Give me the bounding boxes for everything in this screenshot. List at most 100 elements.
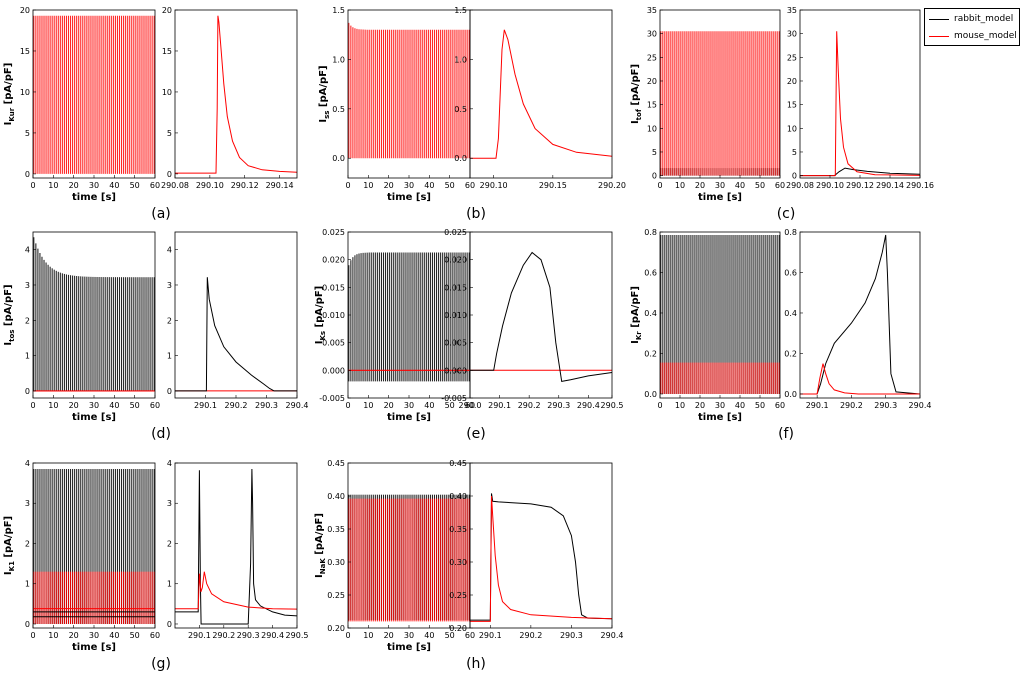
panel-e-right-xtick-label: 290.0 — [459, 401, 482, 410]
panel-c-right-ytick-label: 5 — [792, 148, 797, 157]
panel-c-right-ytick-label: 25 — [787, 53, 797, 62]
panel-c-caption: (c) — [777, 206, 796, 222]
panel-a-right-ytick-label: 0 — [167, 170, 172, 179]
panel-e-caption: (e) — [466, 426, 486, 442]
panel-e-left-xtick-label: 30 — [404, 401, 414, 410]
panel-g-right-ytick-label: 3 — [167, 499, 172, 508]
panel-h-xlabel: time [s] — [387, 642, 431, 653]
panel-a-right-plot — [175, 15, 297, 174]
panel-g-right-xtick-label: 290.5 — [286, 631, 309, 640]
panel-f-right-xtick-label: 290.4 — [909, 401, 932, 410]
panel-d-right-plot — [175, 277, 297, 392]
panel-h-left-ytick-label: 0.40 — [327, 492, 345, 501]
panel-e-ylabel-unit: [pA/pF] — [314, 286, 325, 331]
panel-f-right-ytick-label: 0.2 — [784, 349, 797, 358]
panel-c-left-ytick-label: 5 — [652, 148, 657, 157]
panel-e-left-ytick-label: -0.005 — [319, 394, 345, 403]
panel-b-right-plot — [470, 29, 612, 159]
panel-h-right-ytick-label: 0.25 — [449, 591, 467, 600]
panel-a-left-plot — [33, 15, 155, 174]
panel-c-left-ytick-label: 20 — [647, 77, 657, 86]
panel-e-ylabel-sub: Ks — [319, 331, 327, 341]
panel-h-right-plot — [470, 493, 612, 622]
panel-h-right-ytick-label: 0.40 — [449, 492, 467, 501]
panel-b-ylabel-unit: [pA/pF] — [318, 65, 329, 110]
panel-a-left-xtick-label: 50 — [130, 181, 140, 190]
panel-g-right-xtick-label: 290.2 — [212, 631, 235, 640]
panel-h-right-xtick-label: 290.1 — [479, 631, 502, 640]
panel-d-right-ytick-label: 3 — [167, 281, 172, 290]
panel-a-left-ytick-label: 5 — [25, 129, 30, 138]
panel-c-left-xtick-label: 0 — [657, 181, 662, 190]
panel-e-right-ytick-label: 0.005 — [444, 339, 467, 348]
panel-h-left-xtick-label: 40 — [424, 631, 434, 640]
panel-e-right-ytick-label: 0.015 — [444, 283, 467, 292]
panel-a-left-xtick-label: 30 — [89, 181, 99, 190]
panel-f-caption: (f) — [778, 426, 794, 442]
panel-e-left-xtick-label: 40 — [424, 401, 434, 410]
panel-e-right-xtick-label: 290.3 — [547, 401, 570, 410]
panel-d-right-xtick-label: 290.1 — [194, 401, 217, 410]
panel-a-left-xtick-label: 20 — [69, 181, 79, 190]
panel-c-right-ytick-label: 35 — [787, 6, 797, 15]
panel-g-right-xtick-label: 290.3 — [237, 631, 260, 640]
panel-a-right-ytick-label: 20 — [162, 6, 172, 15]
panel-d-left-xtick-label: 30 — [89, 401, 99, 410]
panel-h-right-mouse_model-line — [470, 495, 612, 622]
panel-e-left-ytick-label: 0.010 — [322, 311, 345, 320]
panel-h-left-plot — [348, 494, 470, 622]
panel-h-left-ytick-label: 0.25 — [327, 591, 345, 600]
panel-e-left-xtick-label: 0 — [345, 401, 350, 410]
panel-c-right-ytick-label: 20 — [787, 77, 797, 86]
panel-g-left-ytick-label: 3 — [25, 499, 30, 508]
panel-g-right-ytick-label: 1 — [167, 580, 172, 589]
panel-b-left-plot — [348, 22, 470, 159]
panel-a-ylabel: IKur [pA/pF] — [3, 63, 16, 126]
panel-g-left-xtick-label: 40 — [109, 631, 119, 640]
panel-d-ylabel-unit: [pA/pF] — [3, 284, 14, 329]
panel-e-left-xtick-label: 20 — [384, 401, 394, 410]
panel-e-left-ytick-label: 0.005 — [322, 339, 345, 348]
panel-g-right-xtick-label: 290.4 — [261, 631, 284, 640]
panel-d-left-xtick-label: 20 — [69, 401, 79, 410]
panel-g-left-xtick-label: 10 — [48, 631, 58, 640]
panel-d-left-frame — [32, 231, 156, 399]
panel-g-ylabel-unit: [pA/pF] — [3, 516, 14, 561]
legend-label-rabbit: rabbit_model — [954, 14, 1014, 24]
panel-h-left-xtick-label: 50 — [445, 631, 455, 640]
panel-g-left-ytick-label: 0 — [25, 620, 30, 629]
panel-g-right-rabbit_model-line — [175, 468, 297, 625]
panel-e-right-ytick-label: 0.010 — [444, 311, 467, 320]
panel-d-left-xtick-label: 40 — [109, 401, 119, 410]
panel-e-right-frame — [469, 231, 613, 399]
legend-label-mouse: mouse_model — [954, 31, 1017, 41]
legend: rabbit_model mouse_model — [924, 8, 1020, 46]
panel-d-left-xtick-label: 50 — [130, 401, 140, 410]
panel-f-ylabel: IKr [pA/pF] — [630, 286, 643, 344]
panel-a-right-ytick-label: 15 — [162, 47, 172, 56]
panel-g-ylabel-sub: K1 — [8, 561, 16, 571]
panel-e-right-xtick-label: 290.1 — [488, 401, 511, 410]
panel-e-right-xtick-label: 290.2 — [518, 401, 541, 410]
panel-h-right-ytick-label: 0.45 — [449, 459, 467, 468]
panel-c-right-plot — [800, 31, 920, 177]
panel-f-right-frame — [799, 231, 921, 399]
panel-g-right-plot — [175, 468, 297, 625]
panel-g-left-xtick-label: 0 — [30, 631, 35, 640]
panel-g-right-xtick-label: 290.1 — [188, 631, 211, 640]
panel-d-left-ytick-label: 0 — [25, 387, 30, 396]
panel-e-right-xtick-label: 290.5 — [601, 401, 624, 410]
panel-a-xlabel: time [s] — [72, 192, 116, 203]
panel-f-left-xtick-label: 60 — [775, 401, 785, 410]
panel-b-left-xtick-label: 30 — [404, 181, 414, 190]
panel-g-right-ytick-label: 4 — [167, 459, 172, 468]
panel-d-right-xtick-label: 290.4 — [286, 401, 309, 410]
panel-e-ylabel-main: I — [314, 341, 325, 345]
panel-h-left-xtick-label: 0 — [345, 631, 350, 640]
panel-a-ylabel-sub: Kur — [8, 107, 16, 121]
panel-b-xlabel: time [s] — [387, 192, 431, 203]
panel-a-left-xtick-label: 60 — [150, 181, 160, 190]
panel-g-left-ytick-label: 2 — [25, 539, 30, 548]
panel-c-left-ytick-label: 10 — [647, 124, 657, 133]
panel-b-left-xtick-label: 10 — [363, 181, 373, 190]
